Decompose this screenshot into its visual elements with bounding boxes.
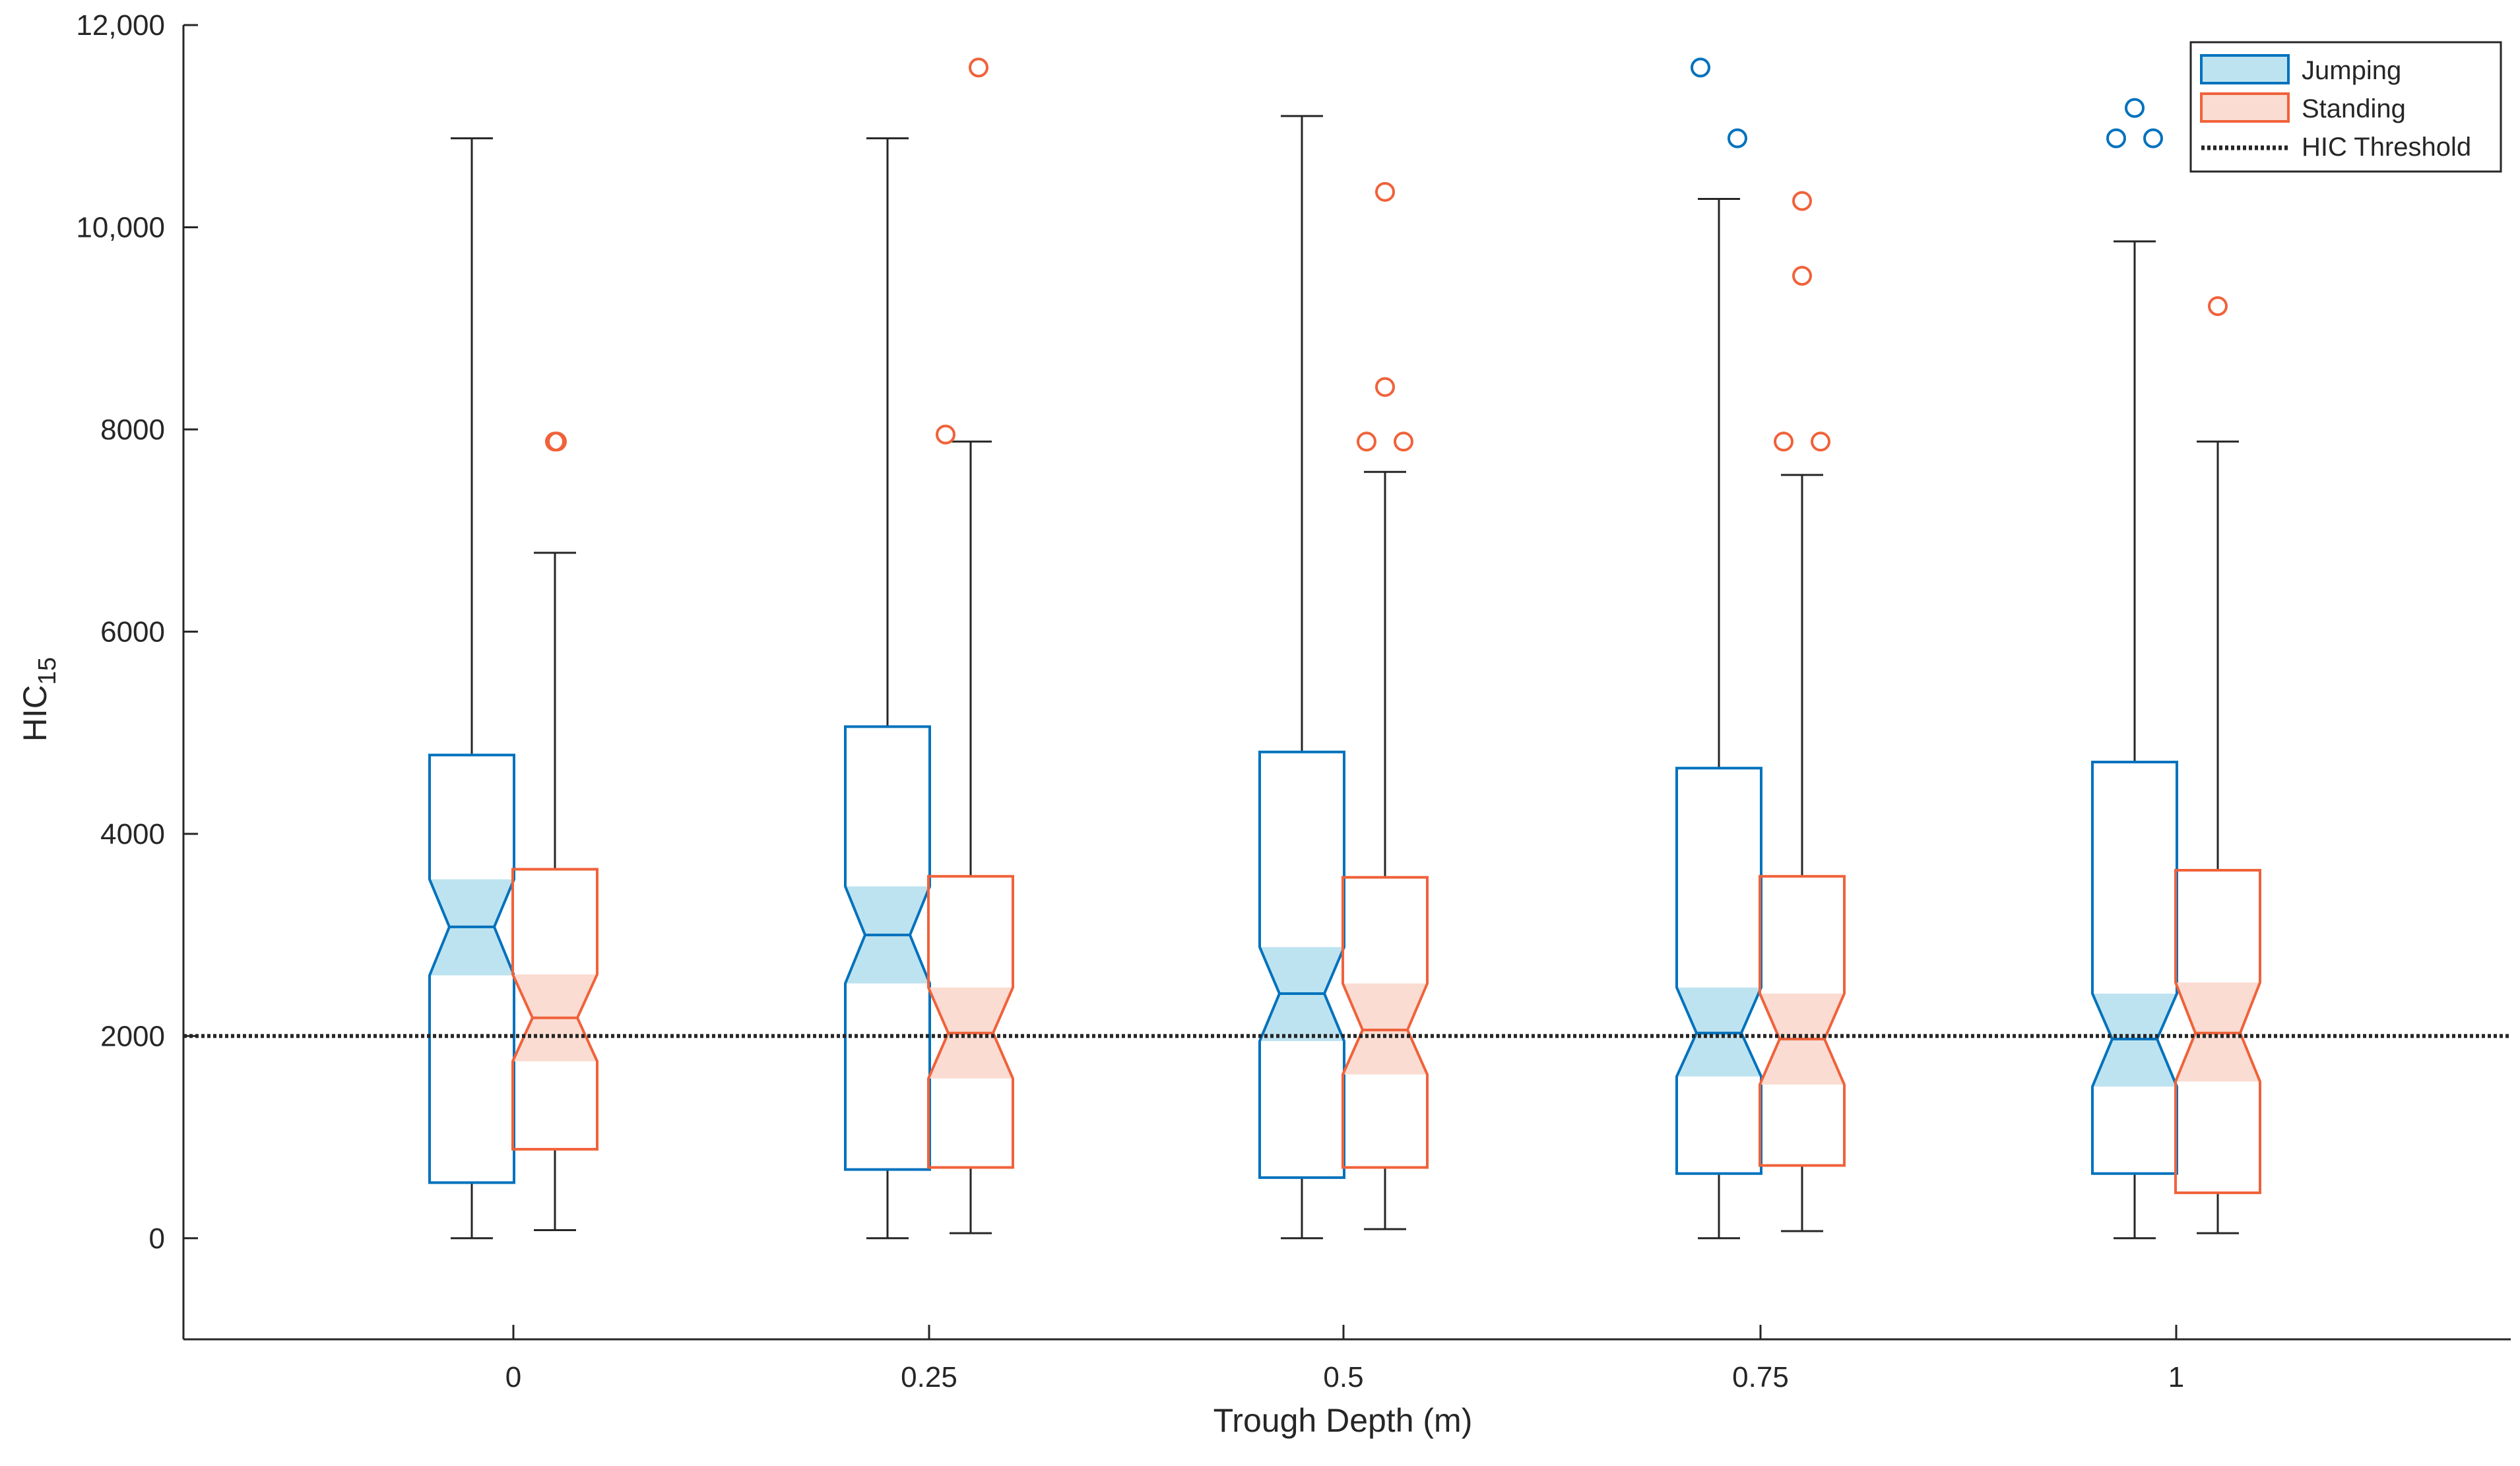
box-jumping-2 (1258, 115, 1345, 1240)
legend-label-threshold: HIC Threshold (2302, 133, 2471, 162)
y-tick-label: 0 (149, 1223, 165, 1255)
outlier-point (1394, 431, 1413, 452)
legend-label-jumping: Jumping (2302, 56, 2401, 85)
outlier-point (547, 431, 567, 452)
box-standing-1 (927, 57, 1014, 1234)
box-outline (428, 753, 515, 1184)
y-tick-label: 12,000 (76, 9, 165, 42)
outlier-point (1691, 57, 1710, 78)
box-outline (511, 868, 598, 1151)
outlier-point (1357, 431, 1376, 452)
box-standing-2 (1341, 181, 1429, 1230)
box-jumping-0 (428, 137, 515, 1240)
box-outline (1341, 876, 1429, 1169)
plot-area (183, 57, 2511, 1240)
box-outline (2091, 761, 2178, 1175)
outlier-point (1728, 128, 1747, 148)
outlier-point (1375, 377, 1395, 397)
box-jumping-1 (844, 137, 931, 1240)
x-tick-label: 1 (2168, 1361, 2184, 1393)
outlier-point (2208, 296, 2228, 316)
outlier-point (1811, 431, 1830, 452)
x-axis-label: Trough Depth (m) (1213, 1402, 1473, 1439)
outlier-point (1375, 181, 1395, 202)
x-tick-label: 0.25 (901, 1361, 957, 1393)
box-outline (844, 725, 931, 1171)
y-tick-label: 6000 (100, 616, 165, 648)
outlier-point (2143, 128, 2163, 148)
box-outline (1675, 767, 1762, 1175)
box-outline (1759, 875, 1846, 1167)
y-axis-label-main: HIC (16, 685, 53, 742)
outlier-point (2106, 128, 2126, 148)
box-standing-4 (2174, 296, 2261, 1234)
y-tick-label: 10,000 (76, 211, 165, 243)
y-axis-label-subscript: 15 (34, 657, 61, 685)
legend-swatch-standing (2200, 92, 2290, 123)
box-outline (2174, 869, 2261, 1194)
box-jumping-4 (2091, 98, 2178, 1240)
outlier-point (1792, 191, 1812, 211)
x-tick-label: 0 (505, 1361, 521, 1393)
outlier-point (936, 424, 955, 445)
y-tick-label: 2000 (100, 1020, 165, 1052)
x-axis: 0 0.25 0.5 0.75 1 (183, 1325, 2511, 1393)
box-standing-0 (511, 431, 598, 1232)
box-jumping-3 (1675, 57, 1762, 1240)
legend-swatch-jumping (2200, 54, 2290, 84)
x-tick-label: 0.75 (1732, 1361, 1789, 1393)
y-tick-label: 4000 (100, 818, 165, 850)
x-tick-label: 0.5 (1323, 1361, 1363, 1393)
legend-label-standing: Standing (2302, 94, 2406, 123)
outlier-point (969, 57, 988, 78)
box-outline (927, 875, 1014, 1169)
legend: Jumping Standing HIC Threshold (2189, 41, 2502, 173)
y-tick-label: 8000 (100, 414, 165, 446)
box-standing-3 (1759, 191, 1846, 1232)
outlier-point (1774, 431, 1793, 452)
outlier-point (1792, 266, 1812, 286)
y-axis: 0 2000 4000 6000 8000 10,000 12,000 (76, 9, 198, 1339)
outlier-point (2125, 98, 2145, 118)
y-axis-label: HIC15 (16, 657, 61, 742)
